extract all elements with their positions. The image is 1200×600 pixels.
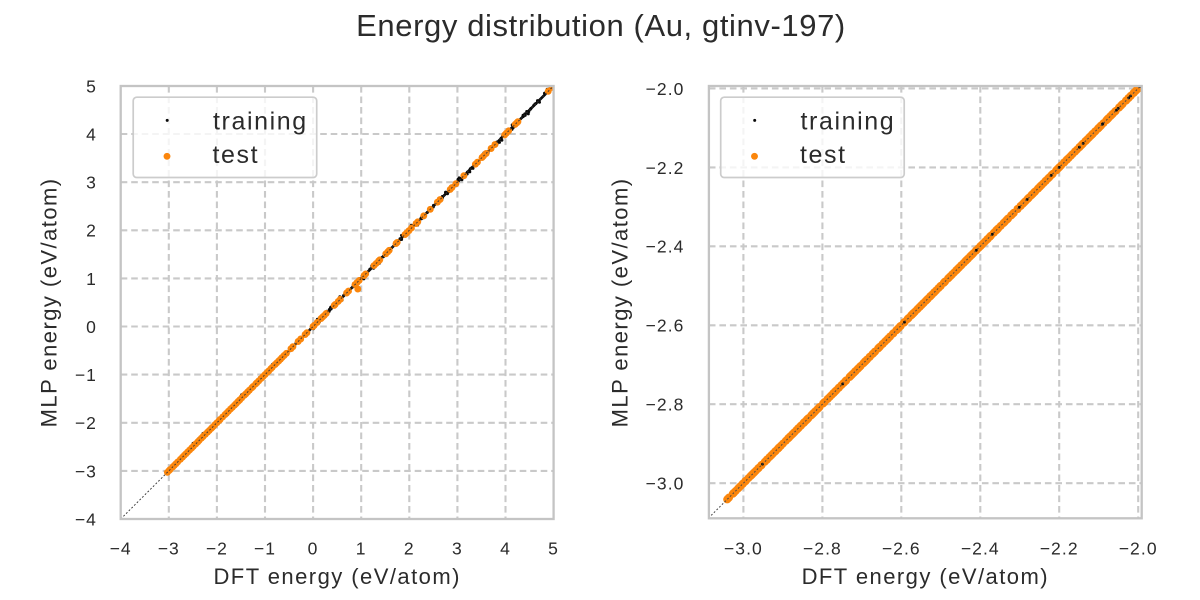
svg-text:5: 5 [86, 76, 97, 96]
svg-text:−2.0: −2.0 [1119, 538, 1158, 558]
svg-text:1: 1 [86, 269, 97, 289]
svg-text:2: 2 [404, 538, 415, 558]
svg-text:−2.6: −2.6 [646, 316, 685, 336]
svg-text:MLP energy (eV/atom): MLP energy (eV/atom) [608, 177, 633, 427]
svg-text:training: training [213, 108, 308, 136]
svg-text:−2.8: −2.8 [803, 538, 842, 558]
svg-text:−2.8: −2.8 [646, 395, 685, 415]
svg-text:−2.6: −2.6 [882, 538, 921, 558]
svg-text:test: test [213, 141, 260, 169]
svg-text:0: 0 [308, 538, 319, 558]
svg-text:5: 5 [548, 538, 559, 558]
svg-text:−3.0: −3.0 [646, 474, 685, 494]
svg-text:−2: −2 [206, 538, 228, 558]
svg-text:DFT energy (eV/atom): DFT energy (eV/atom) [213, 564, 460, 589]
svg-text:test: test [800, 141, 847, 169]
svg-text:−2: −2 [75, 413, 97, 433]
svg-text:4: 4 [500, 538, 511, 558]
svg-text:−1: −1 [254, 538, 276, 558]
svg-text:−4: −4 [110, 538, 132, 558]
svg-text:−3: −3 [75, 461, 97, 481]
svg-text:−2.0: −2.0 [646, 79, 685, 99]
svg-text:−2.4: −2.4 [961, 538, 1000, 558]
svg-text:4: 4 [86, 124, 97, 144]
svg-text:3: 3 [452, 538, 463, 558]
svg-text:−3: −3 [158, 538, 180, 558]
svg-text:−2.4: −2.4 [646, 237, 685, 257]
svg-text:−2.2: −2.2 [646, 158, 685, 178]
svg-text:−2.2: −2.2 [1040, 538, 1079, 558]
svg-text:DFT energy (eV/atom): DFT energy (eV/atom) [802, 564, 1049, 589]
svg-text:1: 1 [356, 538, 367, 558]
svg-text:3: 3 [86, 173, 97, 193]
svg-text:2: 2 [86, 221, 97, 241]
svg-text:training: training [801, 108, 896, 136]
svg-text:−1: −1 [75, 365, 97, 385]
svg-text:0: 0 [86, 317, 97, 337]
svg-text:Energy distribution (Au, gtinv: Energy distribution (Au, gtinv-197) [356, 8, 846, 43]
svg-text:MLP energy (eV/atom): MLP energy (eV/atom) [37, 177, 62, 427]
svg-text:−4: −4 [75, 509, 97, 529]
svg-text:−3.0: −3.0 [724, 538, 763, 558]
